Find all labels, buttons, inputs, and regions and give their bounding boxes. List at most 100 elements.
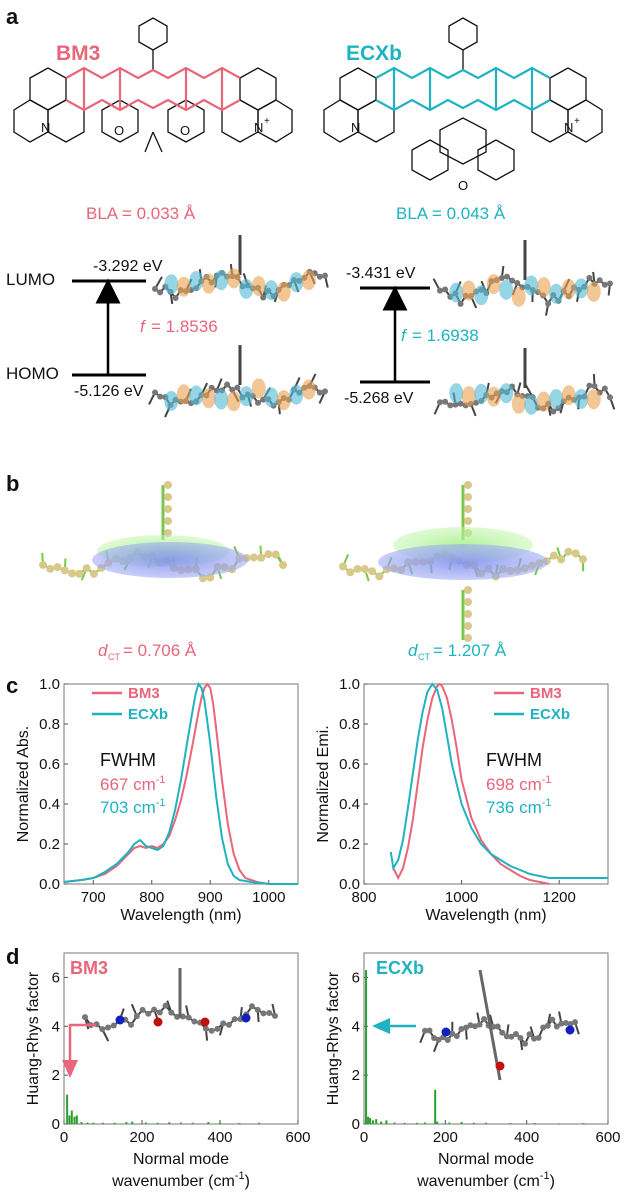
atom [110,1022,117,1029]
atom [531,1035,538,1042]
atom [562,1019,569,1026]
fwhm-value: 698 cm-1 [486,774,552,794]
series-line-bm3 [63,682,298,885]
atom [156,1009,163,1016]
orbital-lobe [164,274,179,295]
orbital-lobe [486,273,501,294]
bar [70,1110,73,1124]
atom [322,388,328,395]
atom [172,294,179,301]
atom [464,481,472,489]
fwhm-value: 703 cm-1 [100,797,166,817]
atom [152,285,158,292]
atom [508,1033,515,1040]
atom [464,610,472,618]
orbital-lobe [239,386,254,407]
bar [485,1122,487,1124]
bar [393,1122,396,1124]
orbital-lobe [189,385,204,406]
bm3-arrow-head [62,1060,78,1078]
bar [168,1122,171,1124]
bm3-plus: + [264,116,270,127]
y-tick-label: 0.4 [39,796,60,813]
atom [464,634,472,642]
atom [571,549,580,558]
ecxb-dct-sub: CT [418,652,430,662]
atom [271,550,280,559]
ecxb-tag: ECXb [376,958,424,978]
atom [567,1020,574,1027]
atom [229,386,236,393]
x-tick-label: 1000 [252,889,285,906]
bar [258,1122,260,1124]
orbital-lobe [574,278,589,299]
x-axis-label: Wavelength (nm) [120,907,241,924]
orbital-lobe [461,386,476,407]
atom [431,1035,438,1042]
atom [514,279,521,286]
orbital-lobe [561,278,576,299]
atom [458,1026,465,1033]
bar [66,1094,69,1124]
atom [214,1025,221,1032]
orbital-lobe [511,286,526,307]
orbital-lobe [264,387,279,408]
bm3-charge-transfer-model [39,481,287,583]
orbital-images [148,235,616,418]
bar [403,1122,406,1124]
orbital-lobe [549,388,564,409]
orbital-lobe [164,390,179,411]
orbital-lobe [574,388,589,409]
atom [526,1031,533,1038]
atom [339,562,347,571]
x-tick-label: 600 [595,1129,620,1146]
atom [231,1016,238,1023]
atom [191,1018,198,1025]
atom [549,551,558,560]
bar [436,1121,439,1124]
atom [133,1013,140,1020]
orbital-lobe [239,278,254,299]
atom [467,1022,474,1029]
ecxb-dct-symbol: d [408,641,418,660]
bm3-conjugated-path [65,66,241,112]
bm3-atom-o1: O [114,123,124,138]
atom [472,1023,478,1030]
atom [442,286,449,293]
bar [180,1122,182,1124]
orbital-rendering [148,345,328,418]
bm3-molecule-inset [82,968,278,1042]
atom [46,564,55,573]
atom [60,566,69,575]
orbital-lobe [251,275,266,296]
orbital-lobe [511,393,526,414]
atom [346,568,355,577]
x-tick-label: 1000 [445,889,478,906]
bar [371,1120,374,1124]
orbital-lobe [289,384,304,405]
orbital-lobe [524,275,539,296]
ecxb-bla: BLA = 0.043 Å [396,204,506,223]
ecxb-homo-value: -5.268 eV [344,390,414,407]
absorption-chart: 700 800 900 1000 0.0 0.2 0.4 0.6 0.8 1.0 Wavelengt… [15,676,299,924]
orbital-lobe [176,276,191,297]
atom [105,1024,112,1031]
atom [447,402,454,409]
legend-entry: BM3 [530,685,562,702]
y-tick-label: 1.0 [39,676,60,693]
atom [151,1006,158,1013]
bm3-structure [13,17,293,153]
orbital-lobe [499,279,514,300]
orbital-rendering [152,235,329,305]
atom [99,1026,106,1033]
atom [464,586,472,594]
atom [499,1029,506,1036]
bm3-f-value: = 1.8536 [151,317,218,336]
fwhm-title: FWHM [486,750,542,770]
x-tick-label: 400 [514,1129,539,1146]
atom [139,1006,146,1013]
atom [75,569,84,578]
ecxb-dct-value: = 1.207 Å [433,641,507,660]
atom [353,564,362,573]
emission-chart: 800 1000 1200 0.0 0.2 0.4 0.6 0.8 1.0 Wavelength … [315,676,609,924]
